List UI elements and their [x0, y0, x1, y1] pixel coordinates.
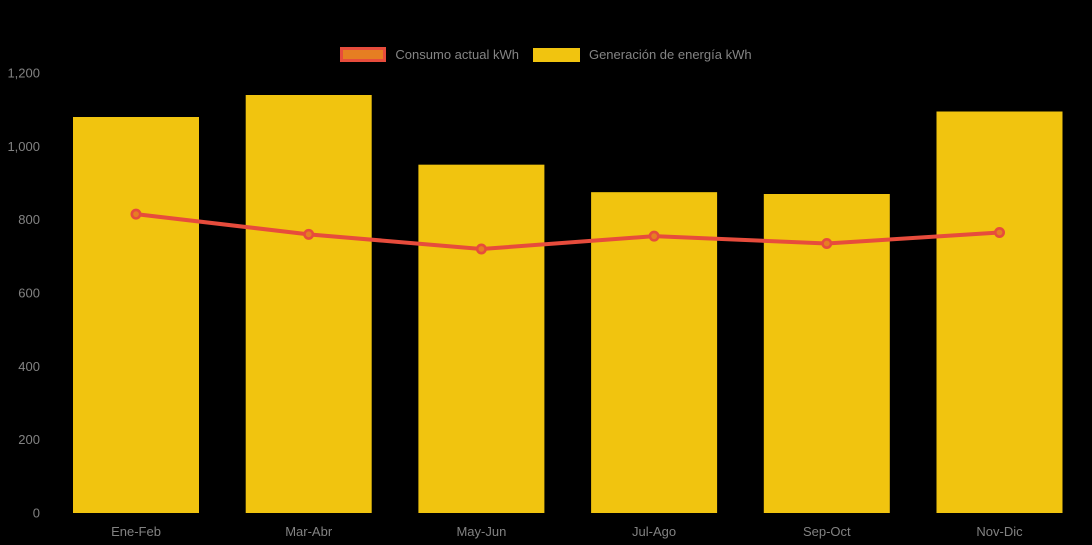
- x-axis-category-label: May-Jun: [456, 524, 506, 539]
- y-axis-tick-label: 1,000: [7, 139, 40, 154]
- bar-generacion-energia: [245, 95, 372, 513]
- y-axis-tick-label: 0: [33, 506, 40, 521]
- y-axis-tick-label: 600: [18, 286, 40, 301]
- line-data-point: [130, 208, 142, 220]
- line-data-point: [303, 228, 315, 240]
- line-consumo-actual: [134, 212, 1002, 251]
- bar-generacion-energia: [591, 192, 718, 513]
- line-data-point: [821, 238, 833, 250]
- y-axis-tick-label: 1,200: [7, 66, 40, 81]
- x-axis-category-label: Sep-Oct: [803, 524, 851, 539]
- legend-item-generacion-energia[interactable]: Generación de energía kWh: [532, 47, 752, 62]
- chart-legend: Consumo actual kWh Generación de energía…: [0, 47, 1092, 62]
- x-axis-category-label: Nov-Dic: [976, 524, 1023, 539]
- legend-label-consumo-actual: Consumo actual kWh: [395, 47, 519, 62]
- bar-generacion-energia: [418, 164, 545, 513]
- legend-item-consumo-actual[interactable]: Consumo actual kWh: [340, 47, 519, 62]
- y-axis-tick-label: 800: [18, 212, 40, 227]
- line-data-point: [475, 243, 487, 255]
- bar-series-swatch-icon: [532, 47, 580, 62]
- y-axis-tick-label: 400: [18, 359, 40, 374]
- x-axis-category-label: Mar-Abr: [285, 524, 333, 539]
- x-axis-category-label: Jul-Ago: [632, 524, 676, 539]
- line-data-point: [993, 227, 1005, 239]
- line-series-swatch-icon: [340, 47, 387, 62]
- x-axis-category-label: Ene-Feb: [111, 524, 161, 539]
- line-data-point: [648, 230, 660, 242]
- bar-generacion-energia: [73, 117, 199, 513]
- bar-generacion-energia: [936, 111, 1063, 513]
- y-axis-tick-label: 200: [18, 432, 40, 447]
- legend-label-generacion-energia: Generación de energía kWh: [588, 47, 752, 62]
